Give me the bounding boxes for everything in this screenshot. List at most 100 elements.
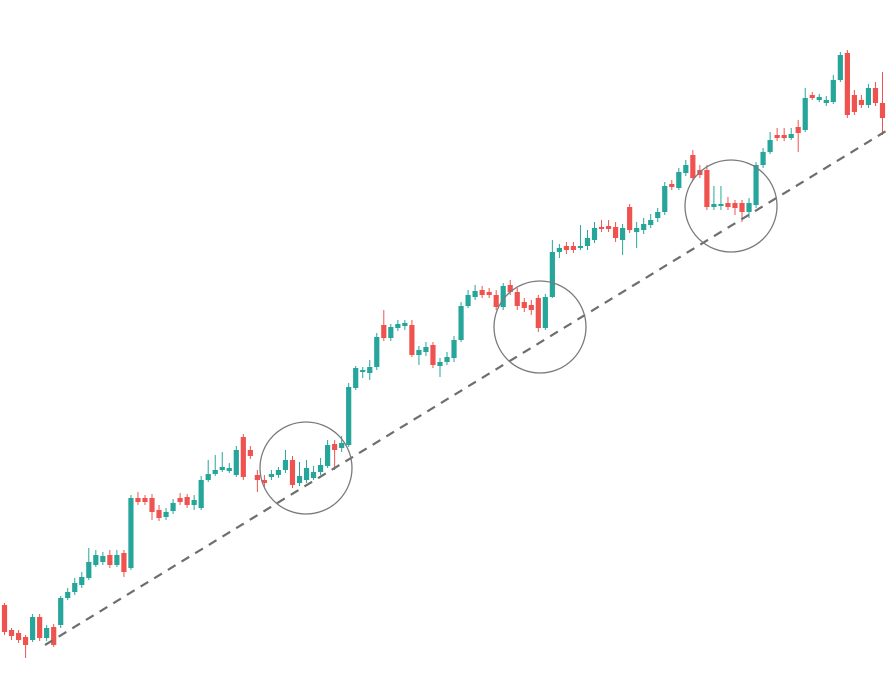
candles [1,50,886,658]
candle-body [753,165,759,205]
candle-body [774,135,780,138]
candle-body [282,460,289,470]
candle-body [416,350,422,355]
candle-body [51,627,57,645]
candle-body [346,387,352,445]
candle-body [620,228,626,240]
candle-body [22,637,29,645]
candle-body [472,291,478,297]
candle-body [767,140,773,152]
candle-body [198,480,204,508]
candle-body [128,498,134,568]
candle-body [542,297,548,328]
candle-body [479,290,485,295]
candle-body [655,212,661,218]
candle-body [570,246,577,250]
candle-body [500,286,506,307]
candle-body [795,127,801,133]
candle-body [809,95,815,98]
candle-body [339,443,345,448]
candle-body [612,227,619,238]
candle-body [191,500,197,505]
candle-body [676,172,682,188]
candle-body [1,605,8,632]
candle-body [325,445,331,466]
candle-body [226,468,232,471]
candle-body [556,248,562,252]
candle-body [577,246,584,248]
candle-body [332,444,338,450]
candle-body [409,325,415,355]
candle-body [563,246,570,250]
candle-body [788,134,794,138]
candle-body [535,298,541,328]
candle-body [163,512,169,517]
trend-line [44,127,891,646]
candle-body [451,340,457,358]
candle-body [662,186,668,212]
candle-body [177,498,183,502]
candle-body [261,480,267,483]
candle-body [844,53,850,115]
candle-body [423,347,429,352]
candle-body [683,165,689,173]
candle-body [851,95,857,112]
candle-body [591,228,598,240]
candle-body [360,370,366,372]
candle-body [233,450,239,475]
candle-body [114,555,120,565]
candle-body [254,475,260,480]
candle-body [486,292,492,295]
candle-body [641,224,647,230]
candle-body [507,285,513,292]
candle-body [107,555,113,565]
candle-body [879,103,886,118]
candle-body [627,207,633,230]
candle-body [437,362,443,366]
highlight-circle [684,159,778,253]
candle-body [219,467,225,470]
candle-body [514,292,520,306]
candle-body [367,367,373,373]
candle-body [816,97,822,100]
candle-body [310,472,317,478]
candle-body [872,88,879,103]
candle-body [289,460,296,485]
candle-body [65,592,71,598]
candle-body [37,617,43,638]
candle-body [718,204,724,206]
candle-body [732,203,738,208]
candle-body [648,220,654,225]
candle-body [8,630,15,636]
candle-body [528,305,534,310]
candle-body [100,556,106,562]
candle-body [381,325,387,338]
candle-body [746,203,752,212]
candle-body [79,577,85,585]
candle-body [634,228,640,232]
candle-body [184,497,190,505]
candle-body [395,324,401,328]
candle-body [704,170,710,207]
candle-body [830,80,836,102]
candle-body [170,503,176,511]
candle-body [303,468,310,480]
candle-body [121,553,127,572]
candle-body [584,238,591,246]
candle-body [605,226,612,229]
candle-body [240,437,246,477]
candle-body [725,203,731,207]
candle-body [402,323,408,326]
candle-body [823,100,829,103]
candle-body [549,252,555,297]
candle-body [711,204,717,207]
candle-body [205,474,211,480]
candle-body [353,368,359,388]
candle-body [58,598,64,625]
candle-body [317,465,324,472]
candle-body [275,470,282,475]
candle-body [444,357,450,362]
